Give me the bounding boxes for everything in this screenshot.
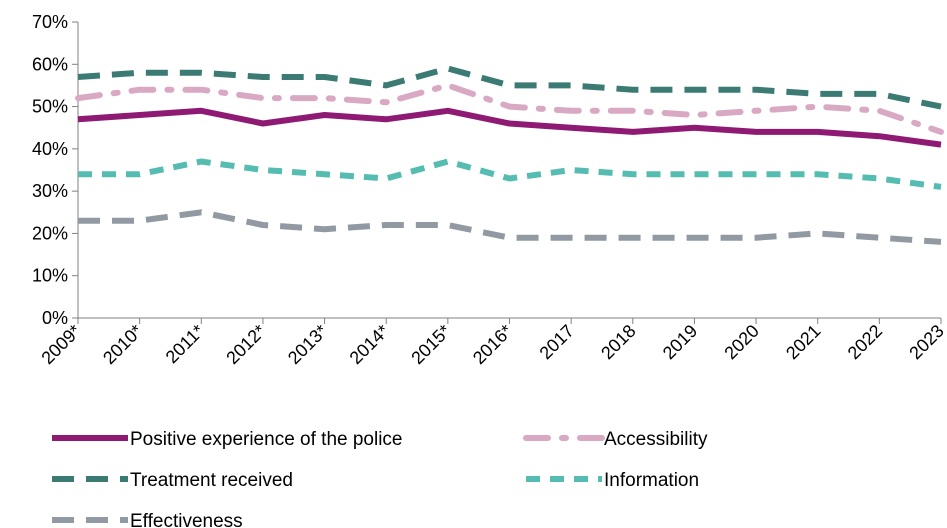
series-line — [78, 209, 942, 245]
x-tick-label: 2011* — [162, 321, 208, 367]
legend-label: Accessibility — [604, 429, 708, 450]
x-tick-label: 2012* — [222, 321, 269, 368]
x-tick-label: 2021 — [782, 321, 824, 363]
y-tick-label: 50% — [32, 97, 68, 117]
series-line — [77, 107, 942, 148]
y-tick-label: 0% — [42, 308, 68, 328]
x-tick-label: 2013* — [284, 321, 331, 368]
series-line — [78, 158, 942, 190]
x-tick-label: 2018 — [597, 321, 639, 363]
x-tick-label: 2023 — [905, 321, 947, 363]
legend-label: Effectiveness — [130, 511, 243, 528]
y-tick-label: 70% — [32, 12, 68, 32]
y-tick-label: 30% — [32, 181, 68, 201]
y-tick-label: 20% — [32, 223, 68, 243]
series-line — [77, 65, 942, 110]
x-tick-label: 2015* — [407, 321, 454, 368]
y-tick-label: 10% — [32, 266, 68, 286]
legend-label: Information — [604, 470, 699, 491]
x-tick-label: 2019 — [659, 321, 701, 363]
x-tick-label: 2010* — [99, 321, 146, 368]
legend-label: Treatment received — [130, 470, 293, 491]
y-tick-label: 40% — [32, 139, 68, 159]
y-tick-label: 60% — [32, 54, 68, 74]
legend-label: Positive experience of the police — [130, 429, 403, 450]
x-tick-label: 2014* — [346, 321, 393, 368]
x-tick-label: 2020 — [720, 321, 762, 363]
x-tick-label: 2016* — [469, 321, 516, 368]
x-tick-label: 2017 — [536, 321, 578, 363]
x-tick-label: 2022 — [844, 321, 886, 363]
